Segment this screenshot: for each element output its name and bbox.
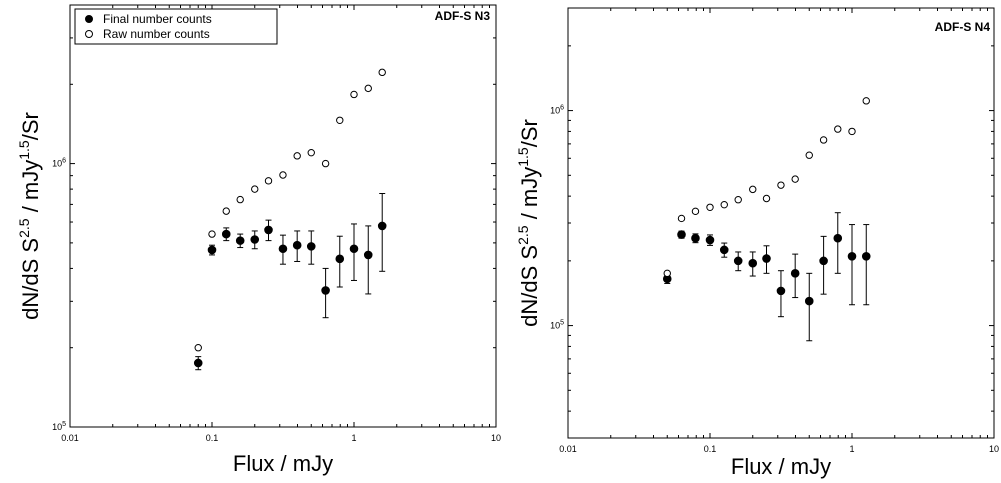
y-axis-title-exp2: 1.5: [16, 140, 32, 160]
x-axis-title: Flux / mJy: [731, 454, 831, 479]
legend-label-raw: Raw number counts: [103, 27, 210, 41]
x-tick-label: 0.1: [704, 444, 717, 454]
final-count-point: [235, 236, 245, 245]
plot-frame: [567, 7, 995, 439]
y-axis-title-exp1: 2.5: [16, 218, 32, 238]
chart-panel-adf-s-n3: 0.01 0.1 1 10 105 106 ADF-S N3 Final number c…: [16, 4, 501, 476]
panel-title: ADF-S N4: [935, 20, 991, 34]
raw-count-point: [307, 148, 315, 157]
final-count-point: [691, 233, 700, 243]
legend-box: [74, 8, 278, 45]
final-count-point: [705, 235, 715, 245]
final-count-point: [250, 235, 260, 244]
raw-count-point: [321, 159, 330, 168]
final-count-point: [776, 286, 786, 296]
final-count-point: [292, 240, 302, 250]
y-axis-title: dN/dS S2.5 / mJy1.5/Sr: [16, 112, 43, 320]
y-tick-label: 106: [52, 158, 66, 169]
panel-title: ADF-S N3: [435, 9, 491, 23]
raw-count-point: [208, 230, 216, 238]
raw-count-point: [691, 207, 700, 216]
x-tick-label: 10: [989, 444, 999, 454]
chart-panel-adf-s-n4: 0.01 0.1 1 10 105 106 ADF-S N4 Flux / mJy dN/…: [515, 7, 999, 479]
y-axis-title-exp2: 1.5: [515, 147, 531, 167]
y-tick-label: 106: [550, 105, 564, 116]
final-count-point: [349, 244, 359, 254]
x-tick-label: 0.01: [61, 433, 79, 443]
final-count-point: [278, 244, 288, 254]
x-tick-label: 1: [849, 444, 854, 454]
x-tick-label: 0.01: [559, 444, 577, 454]
y-axis-title: dN/dS S2.5 / mJy1.5/Sr: [515, 119, 542, 327]
x-tick-label: 1: [351, 433, 356, 443]
final-count-point: [847, 252, 857, 261]
raw-count-point: [848, 127, 856, 136]
raw-count-point: [834, 125, 842, 133]
final-count-point: [321, 286, 330, 295]
plot-frame: [69, 4, 497, 428]
y-axis-title-mid: / mJy: [18, 160, 43, 219]
x-axis-title: Flux / mJy: [233, 451, 333, 476]
raw-count-point: [805, 151, 813, 159]
raw-count-point: [791, 175, 799, 183]
y-tick-label: 105: [550, 320, 564, 331]
raw-count-point: [862, 97, 870, 105]
raw-count-point: [749, 185, 757, 194]
final-count-point: [264, 225, 273, 235]
raw-count-point: [364, 84, 372, 93]
y-tick-label: 105: [52, 421, 66, 432]
final-count-point: [335, 254, 345, 264]
final-count-point: [733, 256, 743, 266]
final-count-point: [221, 229, 231, 239]
raw-count-point: [378, 68, 386, 77]
y-axis-title-tail: /Sr: [517, 119, 542, 147]
y-axis-title-mid: / mJy: [517, 167, 542, 226]
legend-marker-open: [85, 30, 93, 38]
final-count-point: [193, 358, 203, 368]
raw-count-point: [677, 214, 686, 223]
raw-count-point: [777, 181, 785, 189]
x-tick-label: 10: [491, 433, 501, 443]
final-count-point: [762, 254, 771, 263]
final-count-point: [819, 256, 828, 266]
final-count-point: [377, 221, 387, 231]
y-axis-title-base: dN/dS S: [18, 238, 43, 320]
legend-label-final: Final number counts: [103, 12, 212, 26]
final-count-point: [677, 230, 686, 239]
y-axis-title-exp1: 2.5: [515, 225, 531, 245]
final-count-point: [363, 250, 373, 260]
x-tick-label: 0.1: [206, 433, 219, 443]
y-axis-title-tail: /Sr: [18, 112, 43, 140]
final-count-point: [833, 233, 843, 243]
final-count-point: [719, 245, 729, 255]
raw-count-point: [663, 269, 671, 278]
final-count-point: [790, 269, 800, 278]
final-count-point: [306, 242, 316, 251]
raw-count-point: [194, 344, 202, 352]
raw-count-point: [819, 136, 828, 144]
final-count-point: [804, 296, 814, 306]
raw-count-point: [734, 196, 742, 204]
raw-count-point: [279, 171, 287, 179]
raw-count-point: [762, 194, 771, 203]
raw-count-point: [264, 177, 273, 185]
raw-count-point: [720, 200, 728, 209]
raw-count-point: [222, 207, 230, 215]
raw-count-point: [706, 203, 714, 211]
raw-count-point: [293, 152, 301, 160]
y-axis-title-base: dN/dS S: [517, 245, 542, 327]
raw-count-point: [251, 185, 259, 193]
final-count-point: [861, 252, 871, 261]
raw-count-point: [336, 116, 344, 124]
raw-count-point: [350, 90, 358, 99]
raw-count-point: [236, 195, 244, 204]
final-count-point: [207, 245, 217, 255]
legend-marker-filled: [85, 15, 93, 23]
legend: Final number counts Raw number counts: [74, 8, 278, 45]
final-count-point: [748, 258, 758, 268]
